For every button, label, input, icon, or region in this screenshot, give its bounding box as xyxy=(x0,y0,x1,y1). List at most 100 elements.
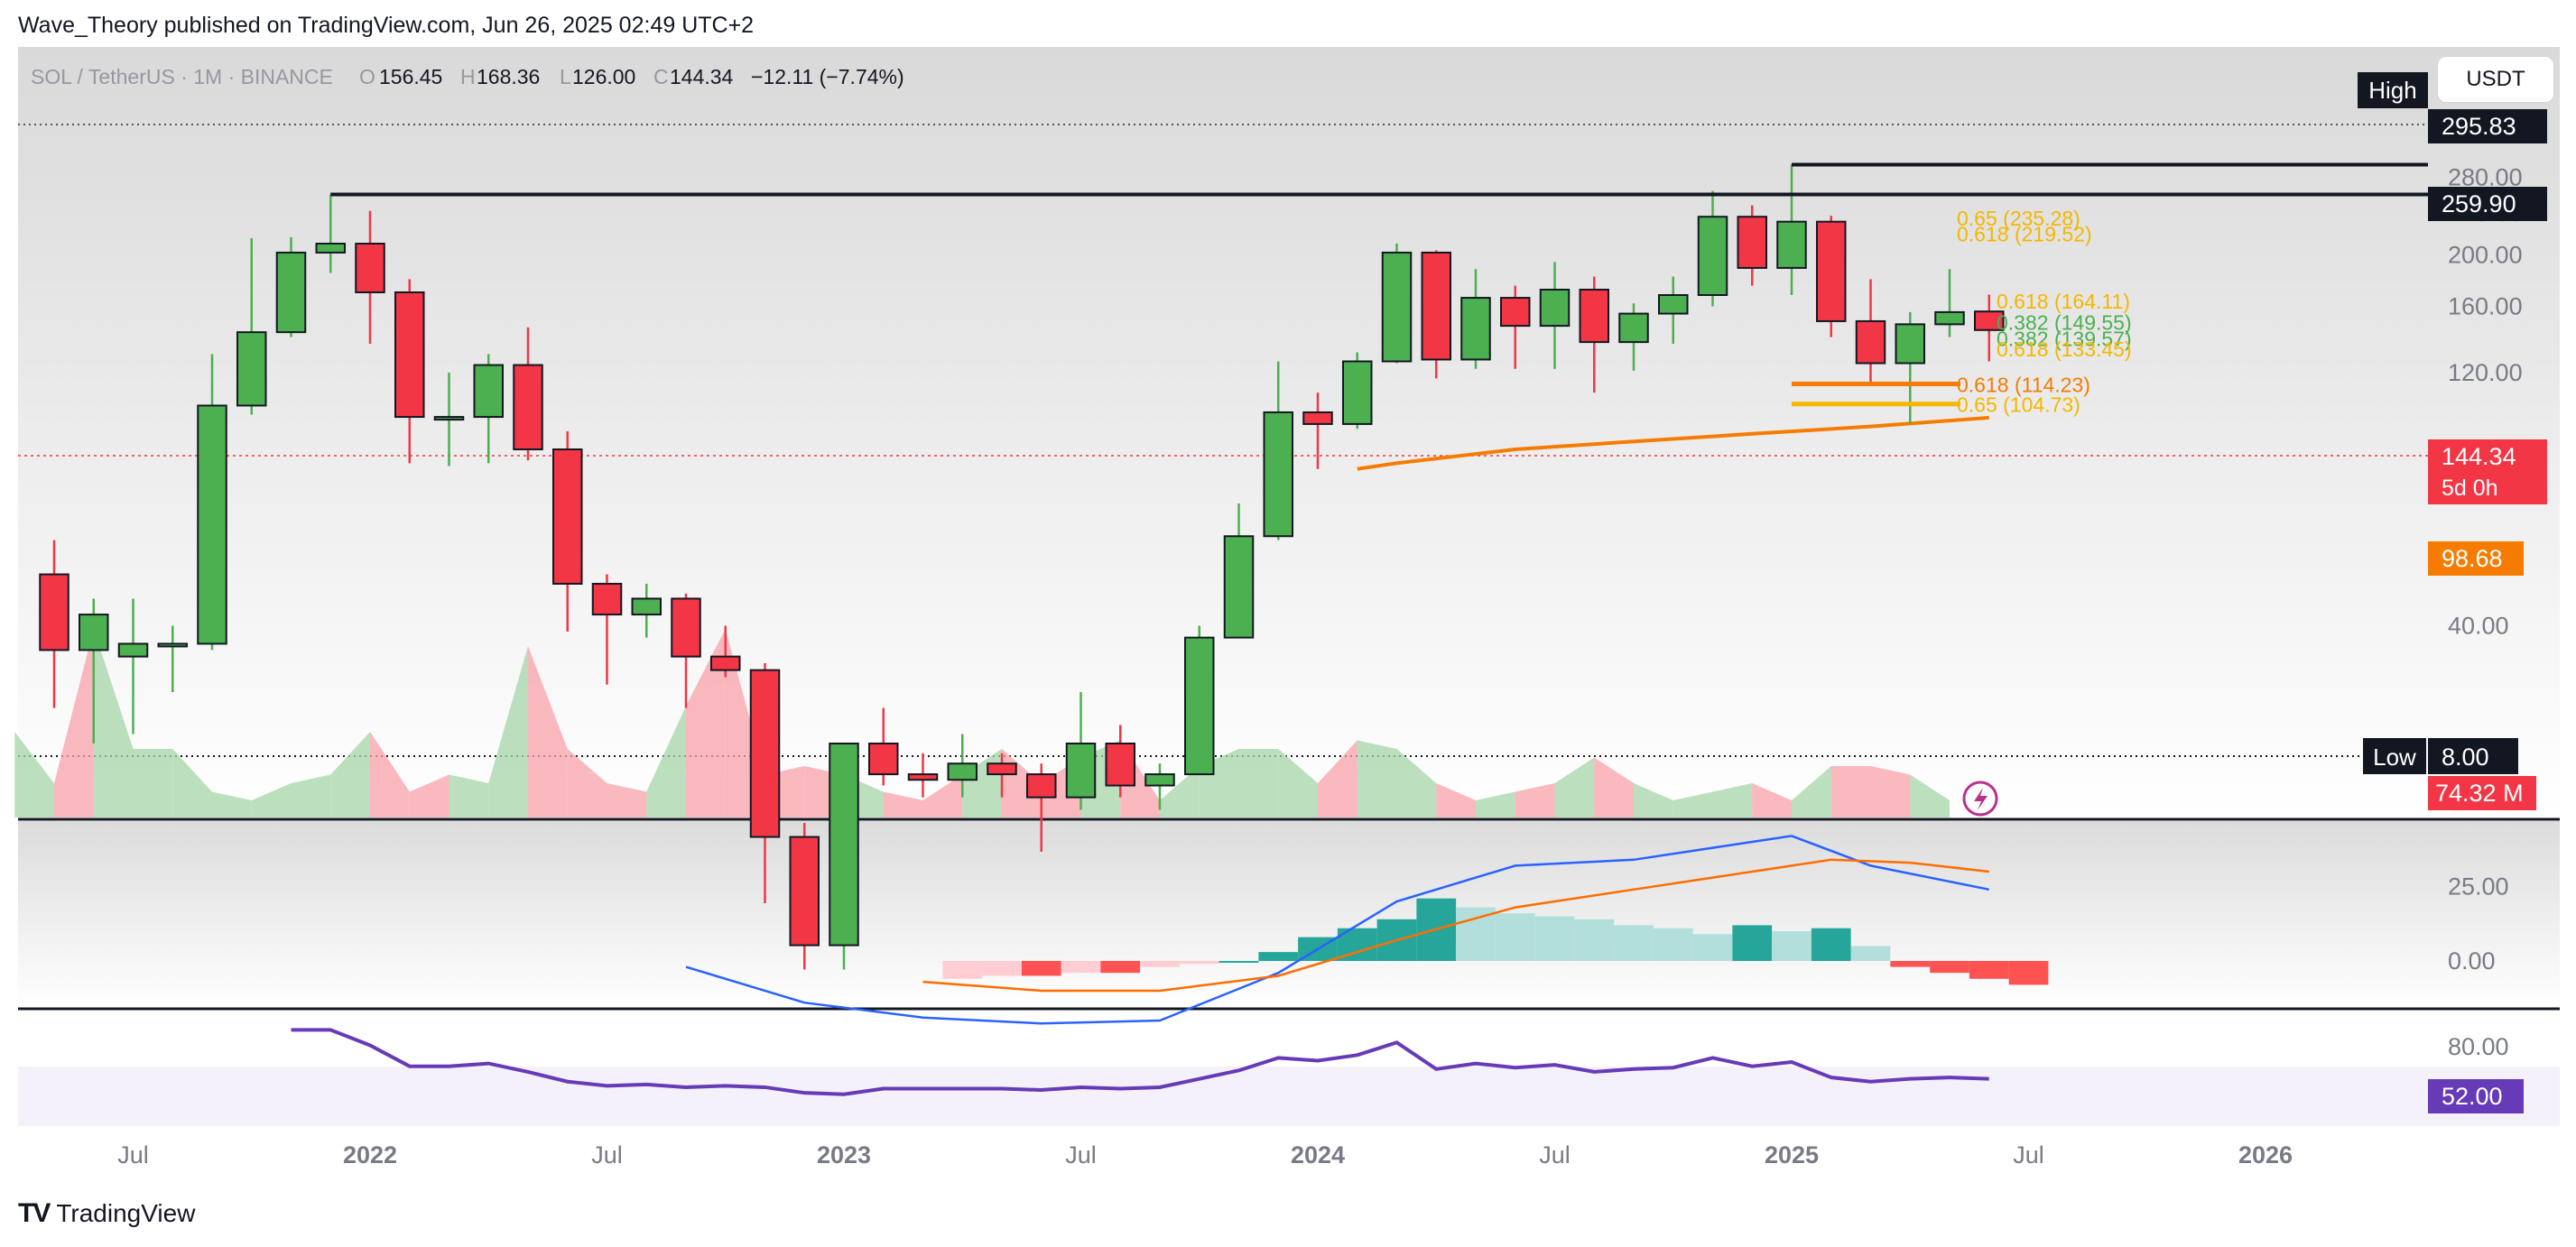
tradingview-logo[interactable]: TV TradingView xyxy=(18,1198,195,1229)
x-axis-tick: Jul xyxy=(1065,1141,1097,1168)
fibonacci-levels: 0.65 (235.28)0.618 (219.52) 0.618 (164.11… xyxy=(1957,207,2132,417)
candle-body xyxy=(433,416,465,421)
lightning-icon[interactable] xyxy=(1962,781,1998,817)
candle-body xyxy=(1263,411,1293,538)
candle-body xyxy=(1500,297,1531,328)
symbol-label: SOL / TetherUS · 1M · BINANCE xyxy=(31,65,333,88)
candle-body xyxy=(1302,411,1333,425)
candle-body xyxy=(1144,773,1175,787)
macd-axis-tick: 0.00 xyxy=(2448,947,2496,975)
ohlc-low: 126.00 xyxy=(572,65,635,88)
fib-label: 0.618 (133.45) xyxy=(1997,337,2132,361)
svg-text:High: High xyxy=(2368,77,2416,104)
axes: 280.00240.00200.00160.00120.0080.0040.00… xyxy=(117,164,2522,1168)
volume-segment xyxy=(1792,766,1831,817)
macd-histogram-bar xyxy=(1574,919,1615,961)
candle-body xyxy=(1658,294,1689,315)
svg-text:Low: Low xyxy=(2373,744,2416,771)
macd-signal-line xyxy=(922,858,1989,993)
candle-body xyxy=(315,243,346,254)
last-price-badge: 144.34 5d 0h xyxy=(2428,439,2547,504)
low-badge: Low 8.00 xyxy=(2363,738,2518,774)
candle-body xyxy=(671,597,701,658)
macd-indicator xyxy=(685,835,2049,1025)
rsi-value-badge: 52.00 xyxy=(2428,1079,2524,1113)
macd-histogram-bar xyxy=(1890,961,1931,967)
volume-segment xyxy=(1830,766,1871,817)
candle-body xyxy=(197,404,227,645)
x-axis-tick: 2026 xyxy=(2238,1141,2293,1168)
candle-body xyxy=(1381,251,1413,363)
candle-body xyxy=(789,836,820,947)
candle-body xyxy=(1895,323,1925,365)
volume-segment xyxy=(922,774,963,817)
candle-body xyxy=(947,762,978,781)
ohlc-low-label: L xyxy=(560,65,571,88)
macd-histogram-bar xyxy=(1100,961,1141,974)
candle-body xyxy=(1184,636,1215,776)
candle-body xyxy=(1697,216,1728,297)
svg-text:144.34: 144.34 xyxy=(2442,443,2516,470)
macd-histogram-bar xyxy=(942,961,983,979)
candle-body xyxy=(1342,360,1373,425)
macd-histogram-bar xyxy=(1061,961,1101,974)
rsi-axis-tick: 80.00 xyxy=(2448,1033,2509,1060)
volume-segment xyxy=(1436,783,1476,817)
high-badge: High xyxy=(2358,72,2428,108)
ohlc-open: 156.45 xyxy=(379,65,442,88)
svg-text:5d 0h: 5d 0h xyxy=(2442,476,2498,501)
candle-body xyxy=(829,742,859,947)
volume-segment xyxy=(883,791,923,817)
volume-segment xyxy=(133,749,173,817)
x-axis-tick: 2023 xyxy=(817,1141,871,1168)
candle-body xyxy=(1105,742,1135,787)
macd-histogram-bar xyxy=(1021,961,1061,976)
candle-body xyxy=(513,364,543,451)
ohlc-high-label: H xyxy=(460,65,476,88)
volume-segment xyxy=(1515,783,1555,817)
volume-segment xyxy=(1357,740,1397,817)
candle-body xyxy=(1934,310,1965,326)
svg-text:98.68: 98.68 xyxy=(2442,545,2503,572)
macd-histogram-bar xyxy=(1456,907,1496,961)
x-axis-tick: 2024 xyxy=(1291,1141,1345,1168)
candle-body xyxy=(117,642,149,658)
candle-body xyxy=(1618,312,1649,344)
candle-body xyxy=(1737,216,1767,269)
currency-selector-button[interactable]: USDT xyxy=(2437,56,2554,103)
macd-histogram-bar xyxy=(1732,925,1773,961)
y-axis-tick: 40.00 xyxy=(2448,613,2509,640)
volume-segment xyxy=(1910,774,1950,817)
candle-body xyxy=(1816,220,1847,322)
ema-series-line xyxy=(1357,415,1989,471)
volume-segment xyxy=(528,646,568,817)
fib-label: 0.65 (235.28) xyxy=(1957,207,2080,230)
candle-body xyxy=(1421,251,1451,361)
volume-segment xyxy=(1278,749,1318,817)
candle-body xyxy=(275,251,307,334)
ohlc-open-label: O xyxy=(359,65,375,88)
volume-segment xyxy=(449,774,489,817)
candle-body xyxy=(394,291,425,419)
candle-body xyxy=(1539,288,1571,328)
candle-body xyxy=(907,773,939,781)
tradingview-logo-icon: TV xyxy=(18,1198,51,1228)
rsi-band xyxy=(18,1067,2560,1126)
horizontal-levels xyxy=(330,162,2428,407)
volume-segment xyxy=(1712,783,1753,817)
svg-text:259.90: 259.90 xyxy=(2442,190,2516,217)
candle-body xyxy=(473,364,504,419)
volume-segment xyxy=(1318,740,1357,817)
volume-segment xyxy=(172,749,212,817)
volume-segment xyxy=(567,749,607,817)
svg-text:74.32 M: 74.32 M xyxy=(2435,780,2524,807)
volume-segment xyxy=(1160,766,1200,817)
candle-body xyxy=(355,243,385,293)
ema-badge: 98.68 xyxy=(2428,541,2524,576)
y-axis-tick: 280.00 xyxy=(2448,164,2523,191)
volume-segment xyxy=(1594,757,1634,817)
candle-body xyxy=(79,614,109,651)
tradingview-logo-text: TradingView xyxy=(56,1199,196,1227)
macd-histogram-bar xyxy=(1811,928,1851,961)
